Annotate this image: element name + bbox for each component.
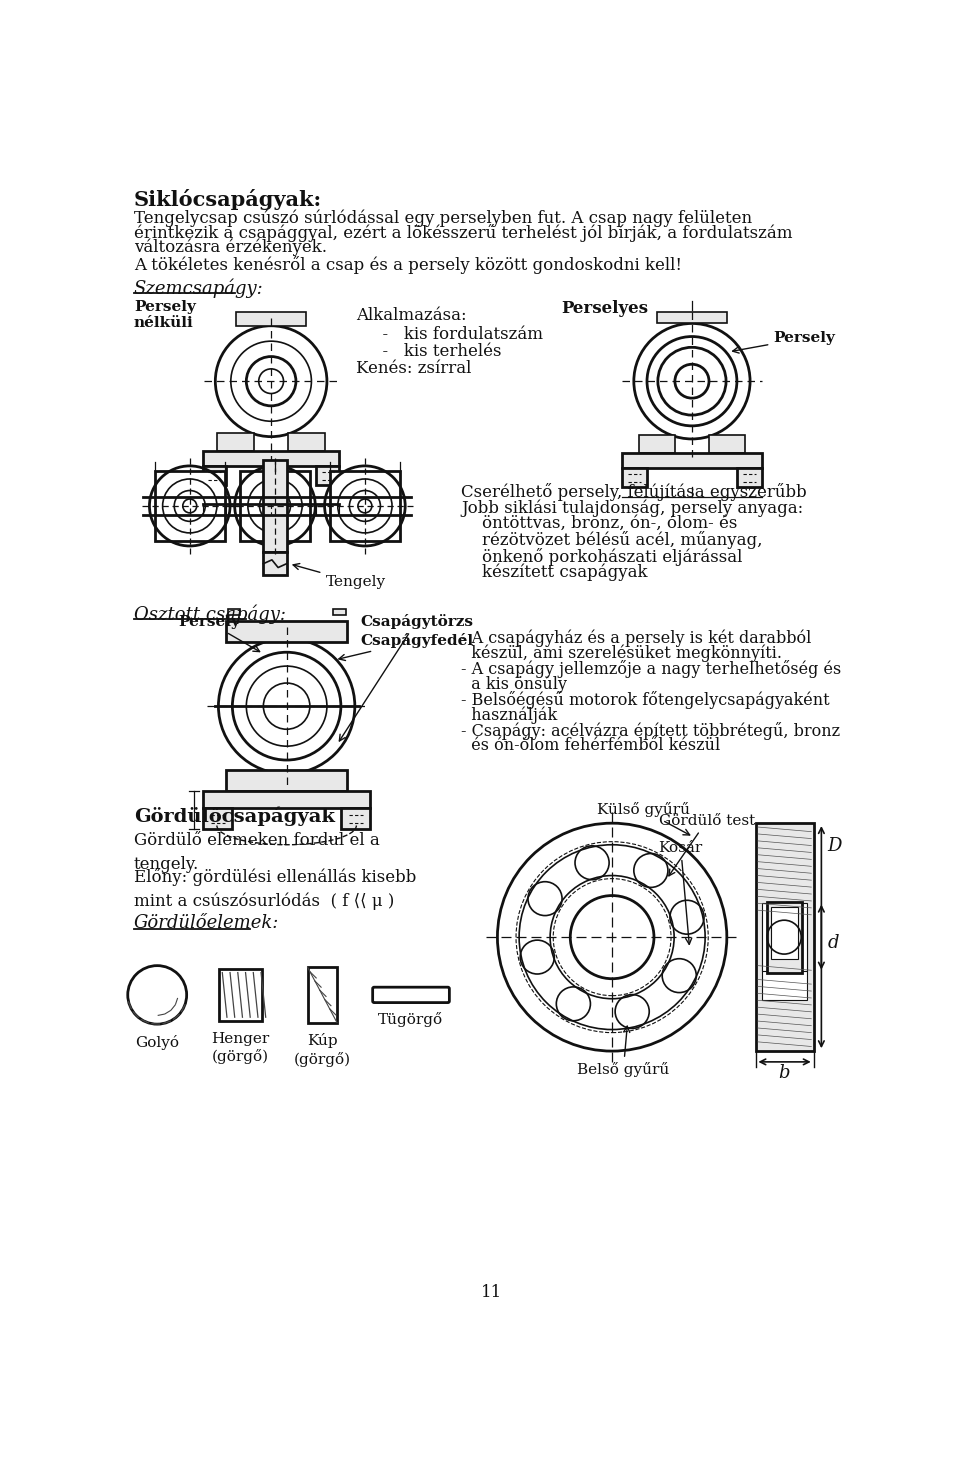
FancyBboxPatch shape	[771, 908, 798, 960]
Text: a kis önsúly: a kis önsúly	[461, 676, 567, 694]
Text: Csapágytörzs: Csapágytörzs	[339, 613, 473, 742]
Text: - Belsőégésű motorok főtengelycsapágyaként: - Belsőégésű motorok főtengelycsapágyaké…	[461, 691, 829, 708]
Text: - A csapágy jellemzője a nagy terhelhetőség és: - A csapágy jellemzője a nagy terhelhető…	[461, 660, 841, 678]
Text: készített csapágyak: készített csapágyak	[461, 564, 647, 581]
Text: Kenés: zsírral: Kenés: zsírral	[356, 360, 471, 377]
FancyBboxPatch shape	[622, 453, 761, 468]
FancyBboxPatch shape	[155, 471, 225, 541]
FancyBboxPatch shape	[236, 312, 306, 326]
Text: Henger
(görgő): Henger (görgő)	[211, 1032, 269, 1065]
FancyBboxPatch shape	[316, 466, 339, 485]
Text: Alkalmazása:: Alkalmazása:	[356, 307, 467, 325]
FancyBboxPatch shape	[227, 771, 348, 791]
FancyBboxPatch shape	[737, 468, 761, 488]
Text: Cserélhető persely, felújítása egyszerűbb: Cserélhető persely, felújítása egyszerűb…	[461, 482, 806, 501]
Text: Belső gyűrű: Belső gyűrű	[577, 1026, 669, 1077]
Text: Golyó: Golyó	[135, 1034, 180, 1050]
Text: önkenő porkohászati eljárással: önkenő porkohászati eljárással	[461, 548, 742, 565]
Text: Tengelycsap csúszó súrlódással egy perselyben fut. A csap nagy felületen: Tengelycsap csúszó súrlódással egy perse…	[134, 210, 752, 227]
FancyBboxPatch shape	[657, 312, 727, 323]
FancyBboxPatch shape	[227, 622, 348, 643]
FancyBboxPatch shape	[330, 471, 399, 541]
FancyBboxPatch shape	[203, 450, 339, 466]
FancyBboxPatch shape	[761, 903, 807, 970]
FancyBboxPatch shape	[219, 969, 262, 1021]
Text: Gördülő test: Gördülő test	[659, 814, 755, 876]
Text: Gördülőelemek:: Gördülőelemek:	[134, 914, 279, 932]
Text: Tengely: Tengely	[293, 564, 386, 589]
Text: készül, ami szerelésüket megkönnyíti.: készül, ami szerelésüket megkönnyíti.	[461, 644, 782, 661]
FancyBboxPatch shape	[756, 823, 814, 1050]
Text: Tügörgő: Tügörgő	[378, 1011, 444, 1027]
FancyBboxPatch shape	[240, 471, 310, 541]
Text: 11: 11	[481, 1284, 503, 1301]
Text: -   kis terhelés: - kis terhelés	[372, 342, 501, 360]
FancyBboxPatch shape	[263, 552, 287, 576]
Text: Szemcsapágy:: Szemcsapágy:	[134, 278, 264, 297]
FancyBboxPatch shape	[203, 807, 232, 829]
Text: Külső gyűrű: Külső gyűrű	[596, 803, 689, 835]
Text: - Csapágy: acélvázra épített többrétegű, bronz: - Csapágy: acélvázra épített többrétegű,…	[461, 721, 840, 740]
Text: rézötvözet bélésű acél, műanyag,: rézötvözet bélésű acél, műanyag,	[461, 532, 762, 549]
FancyBboxPatch shape	[622, 468, 647, 488]
Text: Persely: Persely	[179, 615, 259, 651]
Text: d: d	[828, 934, 839, 953]
FancyBboxPatch shape	[709, 436, 745, 453]
Text: Siklócsapágyak:: Siklócsapágyak:	[134, 189, 322, 210]
Text: Gördülőcsapágyak: Gördülőcsapágyak	[134, 806, 335, 826]
Text: Gördülő elemeken fordul el a
tengely.: Gördülő elemeken fordul el a tengely.	[134, 832, 380, 873]
FancyBboxPatch shape	[761, 916, 807, 1000]
Text: Perselyes: Perselyes	[562, 300, 649, 316]
Text: használják: használják	[461, 707, 557, 724]
FancyBboxPatch shape	[639, 436, 675, 453]
Text: D: D	[828, 838, 842, 855]
Text: változásra érzékenyek.: változásra érzékenyek.	[134, 239, 327, 256]
FancyBboxPatch shape	[217, 433, 254, 450]
Text: Csapágyfedél: Csapágyfedél	[339, 632, 473, 660]
Text: öntöttvas, bronz, ón-, ólom- és: öntöttvas, bronz, ón-, ólom- és	[461, 516, 737, 532]
FancyBboxPatch shape	[372, 988, 449, 1002]
Text: érintkezik a csapággyal, ezért a lökésszerű terhelést jól bírják, a fordulatszám: érintkezik a csapággyal, ezért a lökéssz…	[134, 224, 792, 242]
FancyBboxPatch shape	[203, 791, 371, 807]
Text: - A csapágyház és a persely is két darabból: - A csapágyház és a persely is két darab…	[461, 629, 811, 647]
Text: Persely: Persely	[732, 331, 835, 353]
Text: A tökéletes kenésről a csap és a persely között gondoskodni kell!: A tökéletes kenésről a csap és a persely…	[134, 256, 682, 274]
Text: -   kis fordulatszám: - kis fordulatszám	[372, 326, 542, 342]
Text: Persely
nélküli: Persely nélküli	[134, 300, 196, 329]
FancyBboxPatch shape	[263, 460, 287, 552]
Text: és ón-ólom fehérfémből készül: és ón-ólom fehérfémből készül	[461, 737, 720, 753]
FancyBboxPatch shape	[767, 902, 802, 973]
Polygon shape	[307, 967, 337, 1023]
Text: Jobb siklási tulajdonság, persely anyaga:: Jobb siklási tulajdonság, persely anyaga…	[461, 498, 804, 517]
Text: Kosár: Kosár	[659, 841, 703, 944]
FancyBboxPatch shape	[228, 609, 240, 615]
Text: Kúp
(görgő): Kúp (görgő)	[294, 1033, 350, 1067]
FancyBboxPatch shape	[333, 609, 346, 615]
FancyBboxPatch shape	[341, 807, 371, 829]
Text: Előny: gördülési ellenállás kisebb
mint a csúszósurlódás  ( f ⟨⟨ μ ): Előny: gördülési ellenállás kisebb mint …	[134, 868, 417, 911]
Text: Osztott csapágy:: Osztott csapágy:	[134, 605, 286, 624]
Text: b: b	[779, 1064, 790, 1081]
FancyBboxPatch shape	[203, 466, 227, 485]
FancyBboxPatch shape	[288, 433, 325, 450]
